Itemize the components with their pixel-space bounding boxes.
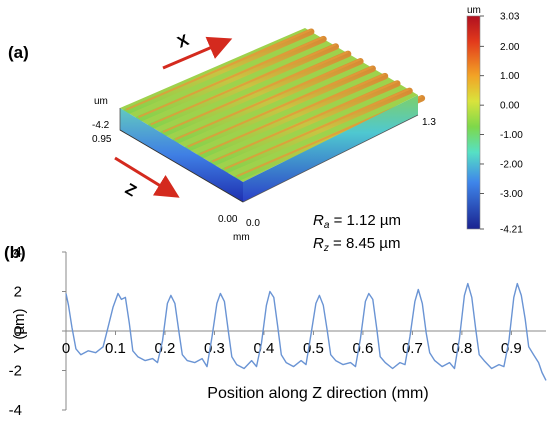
surface-ridge-crest bbox=[138, 36, 324, 119]
y-tick-label: 2 bbox=[14, 284, 22, 301]
colorbar-gradient bbox=[466, 15, 481, 230]
colorbar-ticks: 3.03 2.00 1.00 0.00 -1.00 -2.00 -3.00 -4.21 bbox=[480, 12, 523, 236]
x-tick-label: 0.9 bbox=[501, 340, 522, 357]
colorbar-tick-label: 1.00 bbox=[500, 71, 520, 82]
x-tick-label: 0.3 bbox=[204, 340, 225, 357]
surface-ridge-crest bbox=[224, 87, 410, 170]
ra-label: Ra = 1.12 µm bbox=[313, 212, 401, 231]
rz-subscript: z bbox=[323, 243, 329, 254]
origin-z-label: 0.00 bbox=[218, 214, 238, 225]
y-axis-title: Y (µm) bbox=[11, 308, 28, 353]
surface-ridge-crest bbox=[125, 28, 312, 111]
colorbar-tick-label: -2.00 bbox=[500, 159, 523, 170]
colorbar-unit: um bbox=[467, 5, 481, 16]
surface-ridge-crest bbox=[174, 58, 361, 141]
surface-ridge bbox=[147, 43, 339, 130]
height-value-label: -4.2 bbox=[92, 120, 110, 131]
x-tick-label: 0.5 bbox=[303, 340, 324, 357]
x-tick-label: 0 bbox=[62, 340, 70, 357]
rz-symbol: R bbox=[313, 235, 324, 252]
surface-ridge bbox=[221, 87, 413, 175]
surface-ridge-crest bbox=[150, 43, 337, 126]
origin-x-label: 0.0 bbox=[246, 218, 260, 229]
surface-ridge-crest bbox=[211, 80, 398, 163]
x-extent-label: 1.3 bbox=[422, 117, 436, 128]
y-tick-label: -4 bbox=[9, 402, 22, 419]
z-extent-label: 0.95 bbox=[92, 134, 112, 145]
y-tick-label: -2 bbox=[9, 363, 22, 380]
x-direction-arrow bbox=[162, 36, 233, 70]
colorbar-tick-label: -3.00 bbox=[500, 189, 523, 200]
surface-front-face bbox=[120, 108, 243, 202]
height-unit-label: um bbox=[94, 96, 108, 107]
panel-b-label: (b) bbox=[4, 243, 26, 262]
surface-ridge-crest bbox=[187, 65, 374, 148]
surface-ridge-crest bbox=[199, 73, 386, 156]
surface-ridge bbox=[184, 65, 376, 152]
colorbar-tick-label: 0.00 bbox=[500, 101, 520, 112]
surface-ridge bbox=[122, 28, 315, 115]
z-direction-arrow bbox=[114, 156, 180, 198]
surface-ridges bbox=[122, 28, 426, 182]
profile-line bbox=[65, 282, 547, 381]
surface-ridge bbox=[209, 80, 401, 167]
rz-label: Rz = 8.45 µm bbox=[313, 235, 400, 254]
z-direction-letter: Z bbox=[122, 181, 139, 201]
surface-ridge-crest bbox=[162, 50, 349, 133]
x-direction-letter: X bbox=[175, 32, 192, 52]
surface-ridge bbox=[196, 72, 389, 160]
surface-ridge bbox=[135, 35, 327, 123]
surface-right-face bbox=[243, 95, 418, 202]
x-tick-label: 0.8 bbox=[451, 340, 472, 357]
x-tick-label: 0.7 bbox=[402, 340, 423, 357]
colorbar: um 3.03 2.00 1.00 0.00 -1.00 -2.00 -3.00 -4.21 bbox=[466, 5, 523, 236]
rz-value: = 8.45 µm bbox=[329, 235, 401, 252]
ra-subscript: a bbox=[324, 220, 330, 231]
surface-ridge bbox=[159, 50, 352, 138]
panel-a-label: (a) bbox=[8, 43, 29, 62]
x-tick-label: 0.4 bbox=[254, 340, 275, 357]
x-tick-label: 0.6 bbox=[352, 340, 373, 357]
x-axis-title: Position along Z direction (mm) bbox=[207, 385, 428, 402]
ra-symbol: R bbox=[313, 212, 324, 229]
surface-3d bbox=[119, 28, 426, 203]
y-tick-label: 4 bbox=[14, 244, 22, 261]
ra-value: = 1.12 µm bbox=[329, 212, 401, 229]
x-tick-label: 0.2 bbox=[155, 340, 176, 357]
surface-ridge bbox=[172, 58, 364, 145]
colorbar-tick-label: 2.00 bbox=[500, 42, 520, 53]
z-axis-line bbox=[119, 129, 244, 203]
y-tick-label: 0 bbox=[14, 323, 22, 340]
colorbar-tick-label: -1.00 bbox=[500, 130, 523, 141]
colorbar-tick-label: -4.21 bbox=[500, 225, 523, 236]
x-tick-label: 0.1 bbox=[105, 340, 126, 357]
profile-plot: -4 -2 0 2 4 0 0.1 0.2 0.3 0.4 0.5 0.6 0.7 0.8 0.9 bbox=[9, 244, 547, 419]
length-unit-label: mm bbox=[233, 232, 250, 243]
colorbar-tick-label: 3.03 bbox=[500, 12, 520, 23]
